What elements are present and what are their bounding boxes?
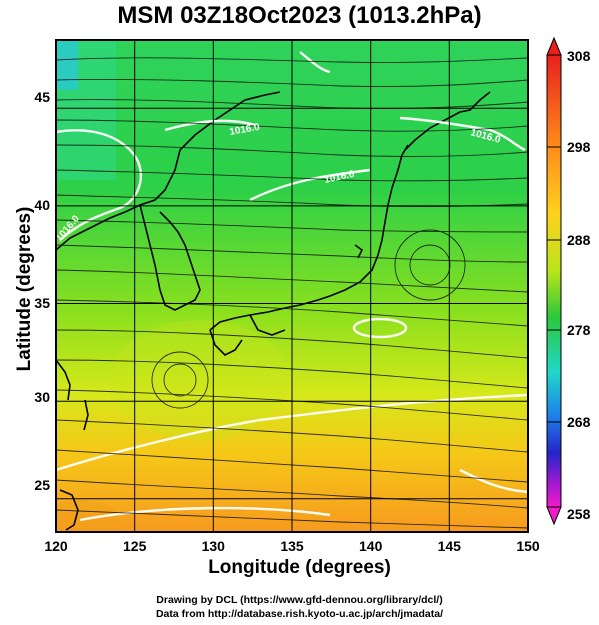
x-tick-label: 150	[516, 538, 540, 554]
x-tick-label: 140	[359, 538, 383, 554]
contour-label: 1016.0	[229, 122, 261, 138]
y-tick-label: 40	[34, 197, 50, 213]
colorbar: 308 298 288 278 268 258	[546, 36, 591, 526]
map-figure: 1016.0 1016.0 1016.0 1016.0 120 125 130 …	[34, 36, 591, 554]
colorbar-tick-label: 308	[567, 48, 591, 64]
x-tick-label: 120	[44, 538, 68, 554]
map-title: MSM 03Z18Oct2023 (1013.2hPa)	[117, 2, 482, 29]
credit-data: Data from http://database.rish.kyoto-u.a…	[155, 608, 444, 620]
y-tick-label: 45	[34, 89, 50, 105]
isobars	[56, 51, 528, 522]
x-axis: 120 125 130 135 140 145 150	[44, 538, 540, 554]
colorbar-tick-label: 288	[567, 232, 591, 248]
colorbar-tick-label: 268	[567, 414, 591, 430]
credit-drawing: Drawing by DCL (https://www.gfd-dennou.o…	[156, 594, 443, 606]
coastlines	[56, 91, 491, 531]
y-axis: 25 30 35 40 45	[34, 89, 50, 493]
colorbar-tick-label: 258	[567, 506, 591, 522]
lat-lon-grid	[56, 40, 528, 532]
x-tick-label: 135	[280, 538, 304, 554]
y-axis-title: Latitude (degrees)	[14, 206, 35, 372]
y-tick-label: 25	[34, 477, 50, 493]
y-tick-label: 35	[34, 295, 50, 311]
x-tick-label: 145	[438, 538, 462, 554]
plot-frame	[55, 39, 529, 533]
colorbar-tick-label: 298	[567, 139, 591, 155]
y-tick-label: 30	[34, 389, 50, 405]
colorbar-tick-label: 278	[567, 322, 591, 338]
x-tick-label: 130	[202, 538, 226, 554]
x-axis-title: Longitude (degrees)	[208, 557, 391, 578]
x-tick-label: 125	[123, 538, 147, 554]
